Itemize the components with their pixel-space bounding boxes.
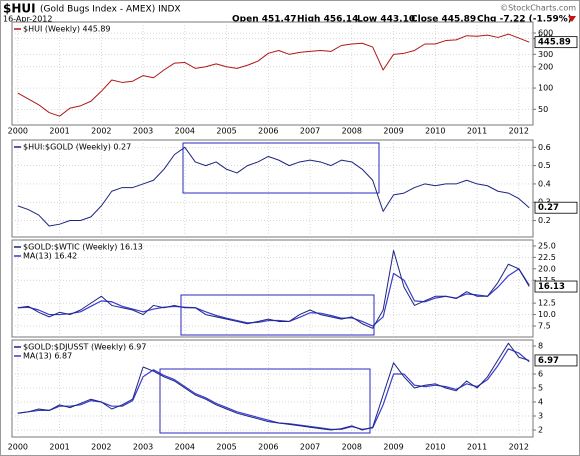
legend-label: $GOLD:$DJUSST (Weekly) 6.97 — [23, 343, 146, 352]
x-tick-label: 2009 — [383, 443, 403, 452]
last-value-box — [534, 354, 578, 367]
last-value-label: 6.97 — [538, 356, 559, 366]
tags: 445.89 0.27 16.13 6.97 — [534, 36, 578, 367]
x-tick-label: 2005 — [216, 443, 236, 452]
x-tick-label: 2001 — [49, 127, 69, 136]
y-tick-label: 6 — [538, 370, 543, 379]
y-tick-label: 600 — [538, 29, 553, 38]
highlight-box — [180, 294, 375, 336]
date: 16-Apr-2012 — [3, 15, 52, 24]
last-value-box — [534, 280, 578, 293]
highlight-box — [182, 142, 380, 194]
y-tick-label: 4 — [538, 398, 543, 407]
x-tick-label: 2011 — [467, 443, 487, 452]
plot-frame — [11, 21, 534, 126]
highlight-box — [159, 368, 371, 434]
x-tick-label: 2006 — [258, 443, 278, 452]
x-tick-label: 2008 — [342, 443, 362, 452]
y-tick-label: 0.2 — [538, 216, 551, 225]
x-tick-label: 2000 — [8, 443, 28, 452]
y-tick-label: 200 — [538, 62, 553, 71]
legend-label: $GOLD:$WTIC (Weekly) 16.13 — [23, 243, 143, 252]
last-value-label: 0.27 — [538, 203, 559, 213]
last-value-box — [534, 201, 578, 214]
x-tick-label: 2002 — [91, 443, 111, 452]
last-value-label: 16.13 — [538, 282, 565, 292]
y-tick-label: 12.5 — [538, 299, 556, 308]
legend-label: MA(13) 16.42 — [23, 252, 77, 261]
y-tick-label: 25.0 — [538, 241, 556, 250]
last-value-box — [534, 36, 578, 49]
x-tick-label: 2005 — [216, 127, 236, 136]
credit: ©StockCharts.com — [500, 4, 576, 13]
legend-label: $HUI:$GOLD (Weekly) 0.27 — [23, 143, 131, 152]
y-tick-label: 0.5 — [538, 161, 551, 170]
plots: 2000 2001 2002 2003 2004 2005 2006 2007 2008 2009… — [8, 21, 556, 452]
symbol: $HUI — [3, 2, 36, 16]
series-line — [17, 33, 530, 117]
y-tick-label: 50 — [538, 105, 548, 114]
y-tick-label: 0.6 — [538, 143, 551, 152]
close: Close 445.89 — [411, 15, 476, 25]
x-tick-label: 2000 — [8, 127, 28, 136]
y-tick-label: 7.5 — [538, 322, 551, 331]
legend-label: $HUI (Weekly) 445.89 — [23, 25, 111, 34]
x-tick-label: 2006 — [258, 127, 278, 136]
y-tick-label: 8 — [538, 342, 543, 351]
y-tick-label: 0.4 — [538, 179, 551, 188]
x-tick-label: 2010 — [425, 443, 445, 452]
x-tick-label: 2008 — [342, 127, 362, 136]
x-tick-label: 2010 — [425, 127, 445, 136]
y-tick-label: 100 — [538, 84, 553, 93]
series-line — [17, 342, 530, 431]
last-value-label: 445.89 — [538, 38, 571, 48]
description: (Gold Bugs Index - AMEX) INDX — [40, 5, 181, 15]
x-tick-label: 2003 — [133, 443, 153, 452]
series-line — [17, 250, 530, 329]
y-tick-label: 2 — [538, 426, 543, 435]
x-tick-label: 2001 — [49, 443, 69, 452]
plot-frame — [11, 239, 534, 338]
y-tick-label: 10.0 — [538, 310, 556, 319]
y-tick-label: 17.5 — [538, 276, 556, 285]
x-tick-label: 2007 — [300, 127, 320, 136]
down-arrow — [568, 16, 576, 22]
y-tick-label: 22.5 — [538, 253, 556, 262]
open: Open 451.47 — [232, 15, 296, 25]
plot-frame — [11, 139, 534, 238]
x-tick-label: 2002 — [91, 127, 111, 136]
x-tick-label: 2011 — [467, 127, 487, 136]
y-tick-label: 5 — [538, 384, 543, 393]
y-tick-label: 3 — [538, 412, 543, 421]
x-tick-label: 2004 — [175, 443, 195, 452]
x-tick-label: 2004 — [175, 127, 195, 136]
x-tick-label: 2012 — [509, 127, 529, 136]
x-tick-label: 2003 — [133, 127, 153, 136]
x-tick-label: 2012 — [509, 443, 529, 452]
y-tick-label: 20.0 — [538, 264, 556, 273]
low: Low 443.10 — [357, 15, 415, 25]
legend-label: MA(13) 6.87 — [23, 352, 72, 361]
x-tick-label: 2009 — [383, 127, 403, 136]
change: Chg -7.22 (-1.59%) — [477, 15, 572, 25]
high: High 456.14 — [297, 15, 358, 25]
x-tick-label: 2007 — [300, 443, 320, 452]
y-tick-label: 300 — [538, 50, 553, 59]
series-line — [17, 146, 530, 227]
